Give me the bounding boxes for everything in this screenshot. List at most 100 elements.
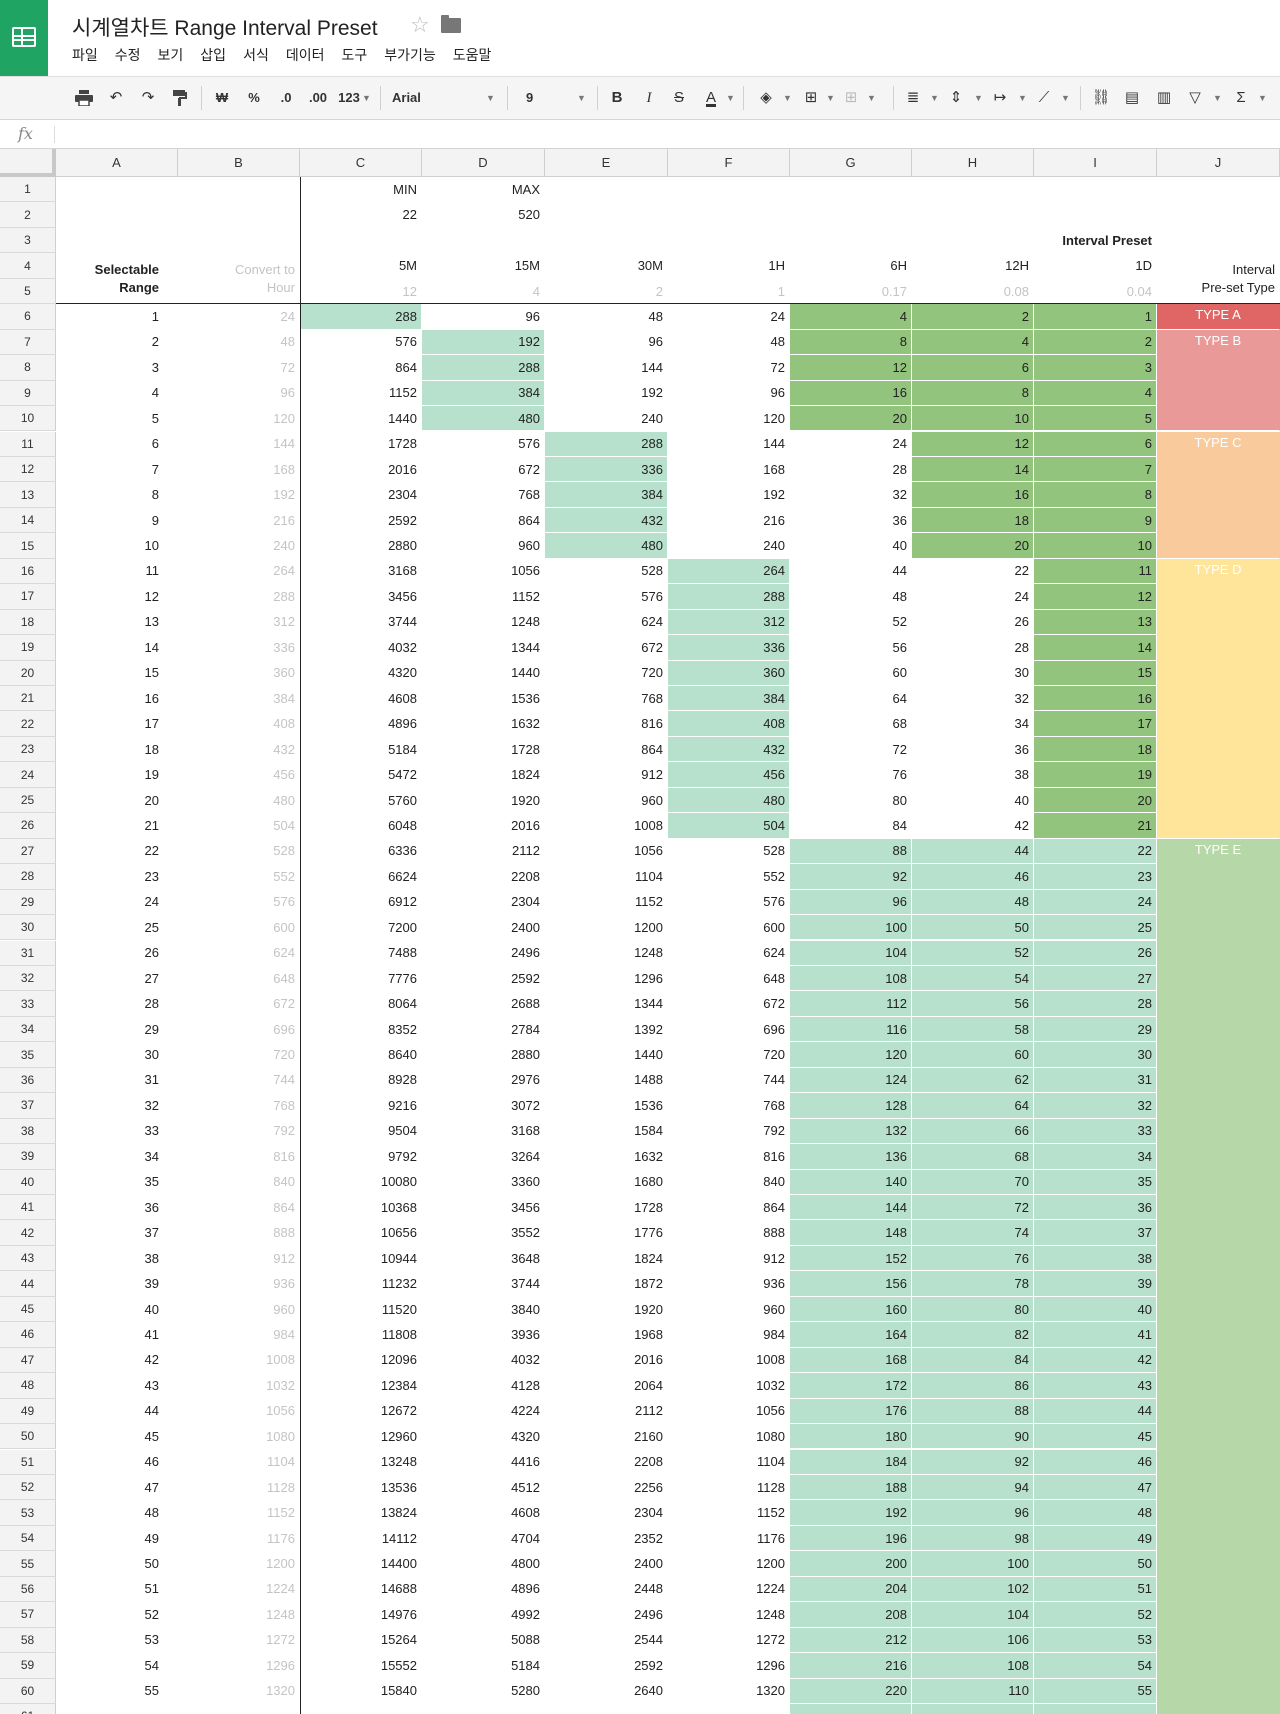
cell-h44[interactable]: 78 xyxy=(912,1271,1034,1297)
cell-b6[interactable]: 24 xyxy=(178,304,300,330)
row-header[interactable]: 29 xyxy=(0,889,56,916)
cell-g17[interactable]: 48 xyxy=(790,584,912,610)
cell-f6[interactable]: 24 xyxy=(668,304,790,330)
cell-a6[interactable]: 1 xyxy=(56,304,178,330)
cell-h50[interactable]: 90 xyxy=(912,1424,1034,1450)
cell-g16[interactable]: 44 xyxy=(790,558,912,585)
cell-g55[interactable]: 200 xyxy=(790,1551,912,1577)
cell-d41[interactable]: 3456 xyxy=(422,1195,545,1221)
cell-g51[interactable]: 184 xyxy=(790,1449,912,1475)
cell-f13[interactable]: 192 xyxy=(668,482,790,508)
row-header[interactable]: 55 xyxy=(0,1551,56,1577)
column-header-c[interactable]: C xyxy=(300,149,422,177)
row-header[interactable]: 56 xyxy=(0,1576,56,1603)
cell-j5[interactable]: Pre-set Type xyxy=(1157,278,1280,305)
cell-e54[interactable]: 2352 xyxy=(545,1525,668,1552)
cell-b22[interactable]: 408 xyxy=(178,711,300,737)
cell-d25[interactable]: 1920 xyxy=(422,787,545,814)
cell-b36[interactable]: 744 xyxy=(178,1067,300,1094)
cell-g31[interactable]: 104 xyxy=(790,940,912,966)
row-header[interactable]: 57 xyxy=(0,1602,56,1628)
cell-d4[interactable]: 15M xyxy=(422,253,545,279)
cell-h43[interactable]: 76 xyxy=(912,1245,1034,1272)
cell-a39[interactable]: 34 xyxy=(56,1144,178,1170)
cell-c58[interactable]: 15264 xyxy=(300,1627,422,1654)
cell-a45[interactable]: 40 xyxy=(56,1296,178,1323)
cell-b18[interactable]: 312 xyxy=(178,609,300,636)
cell-a24[interactable]: 19 xyxy=(56,762,178,788)
cell-e21[interactable]: 768 xyxy=(545,686,668,712)
cell-g52[interactable]: 188 xyxy=(790,1474,912,1501)
cell-a19[interactable]: 14 xyxy=(56,635,178,661)
cell-f5[interactable]: 1 xyxy=(668,278,790,305)
cell-i10[interactable]: 5 xyxy=(1034,406,1157,432)
cell-c60[interactable]: 15840 xyxy=(300,1678,422,1704)
cell-h51[interactable]: 92 xyxy=(912,1449,1034,1475)
cell-h32[interactable]: 54 xyxy=(912,965,1034,992)
cell-h1[interactable] xyxy=(912,177,1034,203)
cell-b51[interactable]: 1104 xyxy=(178,1449,300,1475)
cell-g27[interactable]: 88 xyxy=(790,838,912,865)
row-header[interactable]: 8 xyxy=(0,355,56,381)
column-header-j[interactable]: J xyxy=(1157,149,1280,177)
cell-c34[interactable]: 8352 xyxy=(300,1016,422,1043)
cell-a33[interactable]: 28 xyxy=(56,991,178,1017)
cell-c13[interactable]: 2304 xyxy=(300,482,422,508)
cell-h40[interactable]: 70 xyxy=(912,1169,1034,1195)
cell-e45[interactable]: 1920 xyxy=(545,1296,668,1323)
row-header[interactable]: 25 xyxy=(0,787,56,814)
cell-a15[interactable]: 10 xyxy=(56,533,178,559)
insert-chart-icon[interactable]: ▥ xyxy=(1156,89,1172,106)
row-header[interactable]: 7 xyxy=(0,329,56,356)
row-header[interactable]: 37 xyxy=(0,1093,56,1119)
row-header[interactable]: 12 xyxy=(0,456,56,483)
cell-d22[interactable]: 1632 xyxy=(422,711,545,737)
cell-i36[interactable]: 31 xyxy=(1034,1067,1157,1094)
cell-a4[interactable]: Selectable xyxy=(56,253,178,279)
cell-c20[interactable]: 4320 xyxy=(300,660,422,686)
cell-i24[interactable]: 19 xyxy=(1034,762,1157,788)
cell-e52[interactable]: 2256 xyxy=(545,1474,668,1501)
cell-g43[interactable]: 152 xyxy=(790,1245,912,1272)
cell-i12[interactable]: 7 xyxy=(1034,456,1157,483)
cell-f40[interactable]: 840 xyxy=(668,1169,790,1195)
filter-icon[interactable]: ▽ xyxy=(1189,89,1201,106)
cell-a34[interactable]: 29 xyxy=(56,1016,178,1043)
cell-c39[interactable]: 9792 xyxy=(300,1144,422,1170)
cell-a58[interactable]: 53 xyxy=(56,1627,178,1654)
cell-i25[interactable]: 20 xyxy=(1034,787,1157,814)
row-header[interactable]: 44 xyxy=(0,1271,56,1297)
cell-d33[interactable]: 2688 xyxy=(422,991,545,1017)
cell-a52[interactable]: 47 xyxy=(56,1474,178,1501)
cell-h11[interactable]: 12 xyxy=(912,431,1034,457)
cell-i3[interactable]: Interval Preset xyxy=(1034,227,1157,254)
cell-a21[interactable]: 16 xyxy=(56,686,178,712)
cell-a23[interactable]: 18 xyxy=(56,736,178,763)
cell-f31[interactable]: 624 xyxy=(668,940,790,966)
cell-h10[interactable]: 10 xyxy=(912,406,1034,432)
cell-h7[interactable]: 4 xyxy=(912,329,1034,356)
cell-e27[interactable]: 1056 xyxy=(545,838,668,865)
cell-f27[interactable]: 528 xyxy=(668,838,790,865)
cell-g39[interactable]: 136 xyxy=(790,1144,912,1170)
row-header[interactable]: 14 xyxy=(0,507,56,534)
cell-c5[interactable]: 12 xyxy=(300,278,422,305)
cell-f45[interactable]: 960 xyxy=(668,1296,790,1323)
row-header[interactable]: 5 xyxy=(0,278,56,305)
cell-a38[interactable]: 33 xyxy=(56,1118,178,1145)
cell-h39[interactable]: 68 xyxy=(912,1144,1034,1170)
row-header[interactable]: 11 xyxy=(0,431,56,457)
font-family-select[interactable]: Arial xyxy=(392,90,421,105)
cell-g13[interactable]: 32 xyxy=(790,482,912,508)
cell-i33[interactable]: 28 xyxy=(1034,991,1157,1017)
cell-e36[interactable]: 1488 xyxy=(545,1067,668,1094)
menu-data[interactable]: 데이터 xyxy=(285,47,325,63)
insert-link-icon[interactable]: ⛓ xyxy=(1091,89,1111,106)
cell-e37[interactable]: 1536 xyxy=(545,1093,668,1119)
cell-f14[interactable]: 216 xyxy=(668,507,790,534)
cell-e5[interactable]: 2 xyxy=(545,278,668,305)
row-header[interactable]: 39 xyxy=(0,1144,56,1170)
cell-g4[interactable]: 6H xyxy=(790,253,912,279)
cell-b46[interactable]: 984 xyxy=(178,1322,300,1348)
cell-g54[interactable]: 196 xyxy=(790,1525,912,1552)
